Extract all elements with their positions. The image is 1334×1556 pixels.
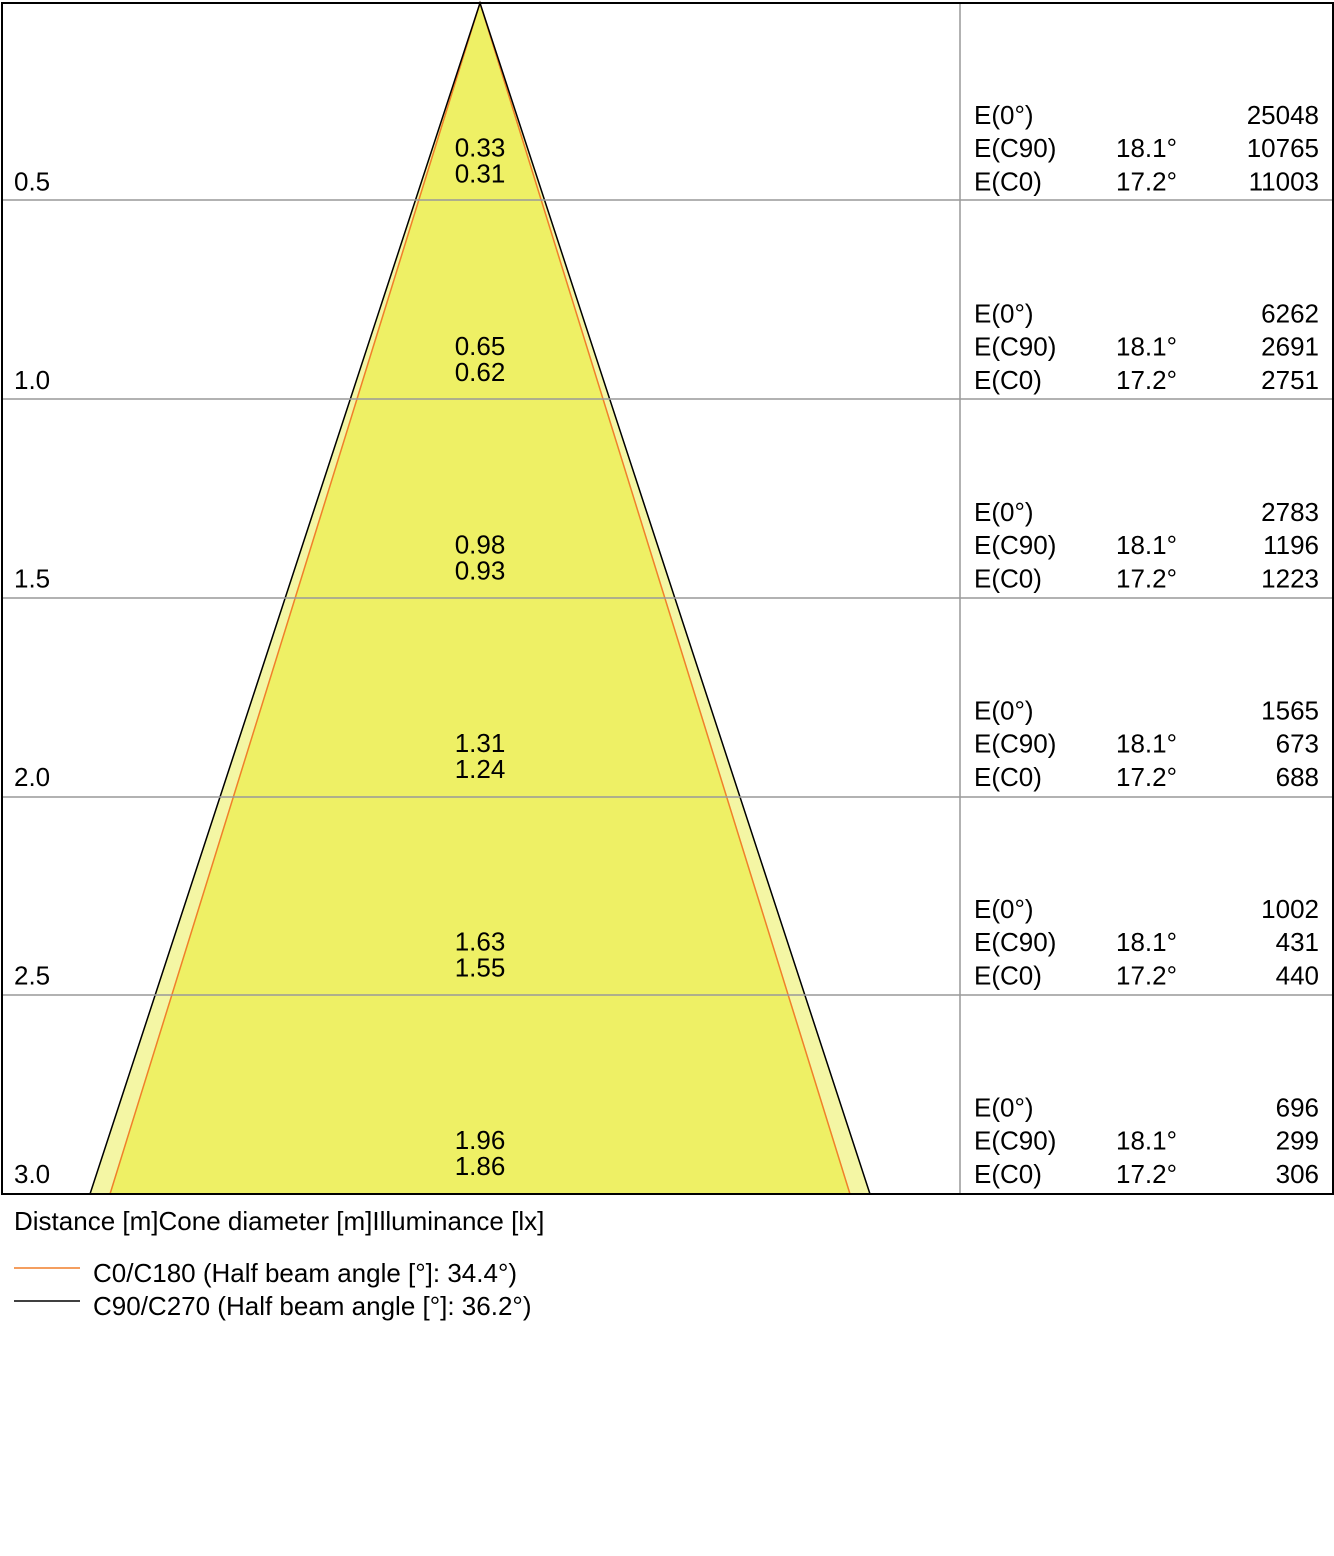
illuminance-label: E(C90) xyxy=(974,530,1056,560)
beam-angle: 17.2° xyxy=(1116,167,1177,197)
distance: 2.5 xyxy=(14,961,50,991)
illuminance-value: 10765 xyxy=(1247,133,1319,163)
header: Distance [m]Cone diameter [m]Illuminance… xyxy=(14,1206,544,1236)
diameter-c90: 1.63 xyxy=(455,927,506,957)
header-diameter: Cone diameter [m] xyxy=(159,1206,373,1236)
illuminance-label: E(C90) xyxy=(974,133,1056,163)
diameter-c0: 1.55 xyxy=(455,953,506,983)
legend-label: C90/C270 (Half beam angle [°]: 36.2°) xyxy=(93,1291,531,1321)
distance: 2.0 xyxy=(14,762,50,792)
illuminance-label: E(0°) xyxy=(974,497,1034,527)
illuminance-label: E(0°) xyxy=(974,695,1034,725)
illuminance-label: E(C0) xyxy=(974,365,1042,395)
beam-angle: 18.1° xyxy=(1116,133,1177,163)
frame xyxy=(1,2,1334,1195)
illuminance-value: 306 xyxy=(1276,1159,1319,1189)
diameter-c90: 1.96 xyxy=(455,1125,506,1155)
diameter-c0: 0.93 xyxy=(455,556,506,586)
illuminance-label: E(C90) xyxy=(974,927,1056,957)
diameter-c0: 0.31 xyxy=(455,159,506,189)
diameter-c90: 0.98 xyxy=(455,530,506,560)
illuminance-value: 25048 xyxy=(1247,100,1319,130)
diameter-c0: 1.86 xyxy=(455,1151,506,1181)
distance: 0.5 xyxy=(14,167,50,197)
beam-angle: 17.2° xyxy=(1116,1159,1177,1189)
illuminance-value: 440 xyxy=(1276,961,1319,991)
beam-angle: 17.2° xyxy=(1116,564,1177,594)
beam-angle: 18.1° xyxy=(1116,530,1177,560)
illuminance-value: 1223 xyxy=(1261,564,1319,594)
illuminance-value: 11003 xyxy=(1249,167,1319,197)
illuminance-label: E(C0) xyxy=(974,1159,1042,1189)
illuminance-label: E(0°) xyxy=(974,298,1034,328)
illuminance-label: E(C90) xyxy=(974,1126,1056,1156)
diameter-c90: 0.33 xyxy=(455,133,506,163)
illuminance-value: 431 xyxy=(1276,927,1319,957)
illuminance-value: 673 xyxy=(1276,729,1319,759)
beam-angle: 17.2° xyxy=(1116,365,1177,395)
illuminance-value: 1002 xyxy=(1261,894,1319,924)
illuminance-label: E(0°) xyxy=(974,1092,1034,1122)
illuminance-label: E(0°) xyxy=(974,894,1034,924)
header-distance: Distance [m] xyxy=(14,1206,159,1236)
illuminance-value: 696 xyxy=(1276,1092,1319,1122)
beam-angle: 18.1° xyxy=(1116,729,1177,759)
illuminance-label: E(C0) xyxy=(974,961,1042,991)
beam-angle: 17.2° xyxy=(1116,762,1177,792)
illuminance-label: E(C0) xyxy=(974,167,1042,197)
illuminance-value: 6262 xyxy=(1261,298,1319,328)
distance: 1.0 xyxy=(14,365,50,395)
beam-angle: 18.1° xyxy=(1116,927,1177,957)
illuminance-value: 2783 xyxy=(1261,497,1319,527)
illuminance-label: E(C0) xyxy=(974,564,1042,594)
illuminance-value: 688 xyxy=(1276,762,1319,792)
distance: 3.0 xyxy=(14,1159,50,1189)
distance: 1.5 xyxy=(14,564,50,594)
beam-angle: 17.2° xyxy=(1116,961,1177,991)
diameter-c90: 0.65 xyxy=(455,331,506,361)
illuminance-label: E(C90) xyxy=(974,332,1056,362)
illuminance-label: E(0°) xyxy=(974,100,1034,130)
legend-label: C0/C180 (Half beam angle [°]: 34.4°) xyxy=(93,1258,517,1288)
diameter-c90: 1.31 xyxy=(455,728,506,758)
illuminance-label: E(C0) xyxy=(974,762,1042,792)
illuminance-value: 2691 xyxy=(1261,332,1319,362)
illuminance-value: 299 xyxy=(1276,1126,1319,1156)
illuminance-label: E(C90) xyxy=(974,729,1056,759)
diameter-c0: 0.62 xyxy=(455,357,506,387)
header-illuminance: Illuminance [lx] xyxy=(372,1206,544,1236)
diameter-c0: 1.24 xyxy=(455,754,506,784)
grid xyxy=(2,3,1333,1194)
illuminance-value: 1196 xyxy=(1263,530,1319,560)
illuminance-value: 2751 xyxy=(1261,365,1319,395)
illuminance-value: 1565 xyxy=(1261,695,1319,725)
beam-angle: 18.1° xyxy=(1116,332,1177,362)
beam-angle: 18.1° xyxy=(1116,1126,1177,1156)
